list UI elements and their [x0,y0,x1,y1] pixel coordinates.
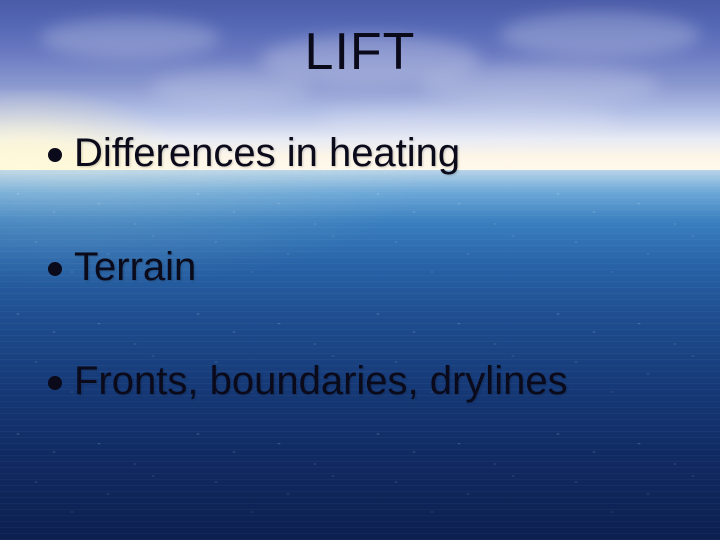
bullet-text: Terrain [74,244,196,290]
bullet-dot-icon [48,376,62,390]
bullet-list: Differences in heating Terrain Fronts, b… [48,130,700,404]
bullet-item: Differences in heating [48,130,700,176]
slide-title: LIFT [0,22,720,82]
bullet-item: Fronts, boundaries, drylines [48,358,700,404]
bullet-item: Terrain [48,244,700,290]
bullet-dot-icon [48,148,62,162]
slide: LIFT Differences in heating Terrain Fron… [0,0,720,540]
bullet-dot-icon [48,262,62,276]
bullet-text: Differences in heating [74,130,460,176]
bullet-text: Fronts, boundaries, drylines [74,358,568,404]
